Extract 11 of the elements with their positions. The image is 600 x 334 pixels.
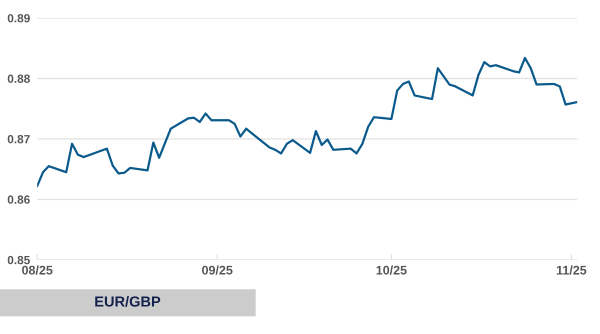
y-tick-label: 0.85 (8, 256, 30, 264)
x-tick-label: 09/25 (202, 265, 232, 275)
x-tick-label: 10/25 (376, 265, 407, 275)
y-tick-label: 0.89 (8, 14, 30, 22)
y-tick-label: 0.88 (8, 74, 30, 83)
x-tick-label: 08/25 (22, 265, 52, 275)
text: EUR/GBP (95, 296, 160, 307)
line-series (37, 56, 578, 188)
x-tick-label: 11/25 (556, 265, 586, 275)
y-tick-label: 0.87 (8, 134, 30, 144)
y-tick-label: 0.86 (8, 195, 30, 204)
